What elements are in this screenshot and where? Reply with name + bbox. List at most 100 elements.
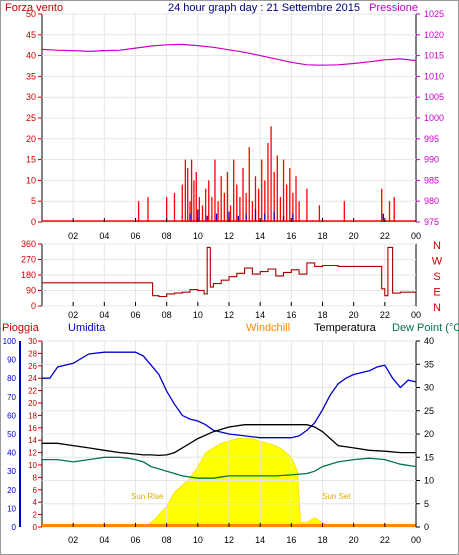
pressure-label: Pressione — [369, 2, 418, 14]
y-tick-label: 2 — [33, 511, 38, 520]
y-tick-label: 10 — [424, 476, 434, 486]
humidity-axis: 0 10 20 30 40 50 60 70 80 90 100 — [3, 337, 21, 532]
y-tick-label: 5 — [31, 196, 36, 206]
x-tick-label: 22 — [380, 310, 390, 320]
wind-direction-line — [42, 246, 416, 298]
y-tick-label: 45 — [26, 30, 36, 40]
x-tick-label: 02 — [68, 310, 78, 320]
y-tick-label: 0 — [424, 522, 429, 532]
sun-set-label: Sun Set — [322, 492, 351, 501]
x-tick-label: 00 — [411, 310, 421, 320]
x-tick-label: 12 — [224, 310, 234, 320]
y-tick-label: 35 — [26, 71, 36, 81]
y-tick-label: 70 — [7, 393, 16, 402]
compass-label: N — [433, 302, 441, 314]
humidity-line — [42, 351, 417, 439]
y-tick-label: 90 — [26, 286, 36, 296]
y-tick-label: 0 — [33, 523, 38, 532]
y-tick-label: 5 — [424, 499, 429, 509]
y-tick-label: 990 — [424, 155, 439, 165]
y-tick-label: 60 — [7, 411, 16, 420]
wind-speed-label: Forza vento — [5, 2, 63, 14]
x-tick-label: 18 — [317, 310, 327, 320]
y-tick-label: 16 — [28, 424, 37, 433]
y-tick-label: 1000 — [424, 113, 444, 123]
dew-point-line — [42, 456, 417, 479]
y-tick-label: 35 — [424, 359, 434, 369]
y-tick-label: 50 — [26, 9, 36, 19]
x-tick-label: 06 — [130, 231, 140, 241]
pressure-line — [41, 43, 417, 66]
x-tick-label: 18 — [317, 231, 327, 241]
y-tick-label: 180 — [21, 270, 36, 280]
y-tick-label: 20 — [424, 429, 434, 439]
y-tick-label: 8 — [33, 473, 38, 482]
y-tick-label: 26 — [28, 362, 37, 371]
x-tick-label: 16 — [286, 310, 296, 320]
y-tick-label: 10 — [26, 175, 36, 185]
x-tick-label: 20 — [349, 535, 359, 545]
x-tick-label: 22 — [380, 231, 390, 241]
weather-x-axis: 02 04 06 08 10 12 14 16 18 20 22 00 — [68, 523, 421, 545]
x-tick-label: 10 — [193, 310, 203, 320]
wind-pressure-x-axis: 02 04 06 08 10 12 14 16 18 20 22 00 — [68, 218, 421, 241]
compass-label: S — [433, 271, 440, 283]
y-tick-label: 15 — [424, 452, 434, 462]
y-tick-label: 995 — [424, 134, 439, 144]
wind-pressure-grid — [42, 13, 416, 223]
wind-speed-axis: 0 5 10 15 20 25 30 35 40 45 50 — [26, 9, 42, 227]
x-tick-label: 14 — [255, 310, 265, 320]
y-tick-label: 30 — [7, 467, 16, 476]
y-tick-label: 0 — [12, 523, 17, 532]
legend-humidity: Umidita — [68, 322, 106, 334]
sun-area — [147, 438, 332, 528]
y-tick-label: 10 — [28, 461, 37, 470]
y-tick-label: 30 — [28, 337, 37, 346]
y-tick-label: 20 — [28, 399, 37, 408]
y-tick-label: 40 — [26, 51, 36, 61]
x-tick-label: 12 — [224, 231, 234, 241]
x-tick-label: 10 — [193, 535, 203, 545]
y-tick-label: 4 — [33, 498, 38, 507]
sun-radiation-area — [147, 438, 332, 528]
x-tick-label: 20 — [349, 231, 359, 241]
x-tick-label: 04 — [99, 310, 109, 320]
compass-label: N — [433, 240, 441, 252]
y-tick-label: 270 — [21, 255, 36, 265]
x-tick-label: 04 — [99, 535, 109, 545]
temperature-axis: 0 5 10 15 20 25 30 35 40 — [416, 336, 434, 532]
pressure-axis: 975 980 985 990 995 1000 1005 1010 1015 1020 1025 — [416, 9, 444, 227]
y-tick-label: 975 — [424, 217, 439, 227]
compass-label: E — [433, 287, 440, 299]
compass-label: W — [432, 256, 443, 268]
y-tick-label: 100 — [3, 337, 17, 346]
y-tick-label: 0 — [31, 217, 36, 227]
temperature-line — [42, 424, 416, 457]
legend-rain: Pioggia — [2, 322, 40, 334]
graph-title: 24 hour graph day : 21 Settembre 2015 — [168, 2, 360, 14]
y-tick-label: 20 — [26, 134, 36, 144]
x-tick-label: 12 — [224, 535, 234, 545]
x-tick-label: 04 — [99, 231, 109, 241]
y-tick-label: 0 — [31, 301, 36, 311]
x-tick-label: 22 — [380, 535, 390, 545]
y-tick-label: 25 — [424, 406, 434, 416]
x-tick-label: 06 — [130, 535, 140, 545]
y-tick-label: 20 — [7, 486, 16, 495]
y-tick-label: 10 — [7, 504, 16, 513]
y-tick-label: 28 — [28, 349, 37, 358]
x-tick-label: 00 — [411, 535, 421, 545]
y-tick-label: 1015 — [424, 51, 444, 61]
y-tick-label: 6 — [33, 486, 38, 495]
y-tick-label: 360 — [21, 239, 36, 249]
x-tick-label: 16 — [286, 231, 296, 241]
y-tick-label: 30 — [26, 92, 36, 102]
y-tick-label: 14 — [28, 436, 37, 445]
y-tick-label: 50 — [7, 430, 16, 439]
y-tick-label: 18 — [28, 411, 37, 420]
x-tick-label: 10 — [193, 231, 203, 241]
y-tick-label: 40 — [7, 449, 16, 458]
